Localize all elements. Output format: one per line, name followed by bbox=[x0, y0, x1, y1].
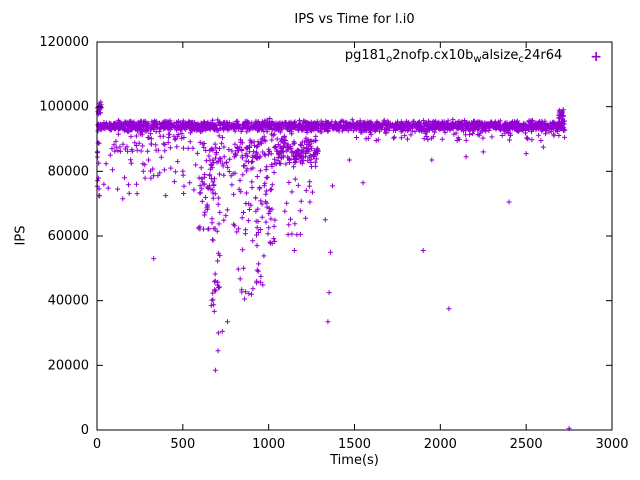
data-points bbox=[94, 99, 572, 431]
x-tick-label: 2000 bbox=[424, 437, 457, 452]
legend-label-part: alsize bbox=[481, 48, 519, 63]
legend-label-part: 2nofp.cx10b bbox=[392, 48, 474, 63]
tick-labels: 0 500 1000 1500 2000 2500 3000 0 20000 40000 60000… bbox=[39, 35, 628, 452]
legend-label-subscript: w bbox=[473, 54, 482, 65]
y-tick-label: 60000 bbox=[48, 229, 89, 244]
legend-label-part: pg181 bbox=[344, 48, 387, 63]
legend-label: pg181o2nofp.cx10bwalsizec24r64 bbox=[345, 48, 562, 65]
y-tick-label: 100000 bbox=[39, 100, 89, 115]
x-tick-label: 3000 bbox=[595, 437, 628, 452]
chart-title: IPS vs Time for l.i0 bbox=[294, 12, 415, 27]
legend-label-subscript: o bbox=[386, 54, 393, 65]
legend-label-part: 24r64 bbox=[523, 48, 563, 63]
axes bbox=[96, 41, 613, 431]
x-tick-label: 1000 bbox=[252, 437, 285, 452]
y-axis-label: IPS bbox=[13, 225, 29, 246]
x-tick-label: 2500 bbox=[510, 437, 543, 452]
y-tick-label: 0 bbox=[81, 423, 89, 438]
x-axis-label: Time(s) bbox=[330, 453, 379, 468]
y-tick-label: 80000 bbox=[48, 164, 89, 179]
x-tick-label: 1500 bbox=[338, 437, 371, 452]
y-tick-label: 120000 bbox=[39, 35, 89, 50]
legend-marker-plus-icon: + bbox=[590, 48, 602, 65]
x-tick-label: 0 bbox=[93, 437, 101, 452]
legend: pg181o2nofp.cx10bwalsizec24r64 + bbox=[345, 48, 602, 65]
y-tick-label: 20000 bbox=[48, 358, 89, 373]
x-tick-label: 500 bbox=[170, 437, 195, 452]
legend-label-subscript: c bbox=[518, 54, 524, 65]
y-tick-label: 40000 bbox=[48, 294, 89, 309]
